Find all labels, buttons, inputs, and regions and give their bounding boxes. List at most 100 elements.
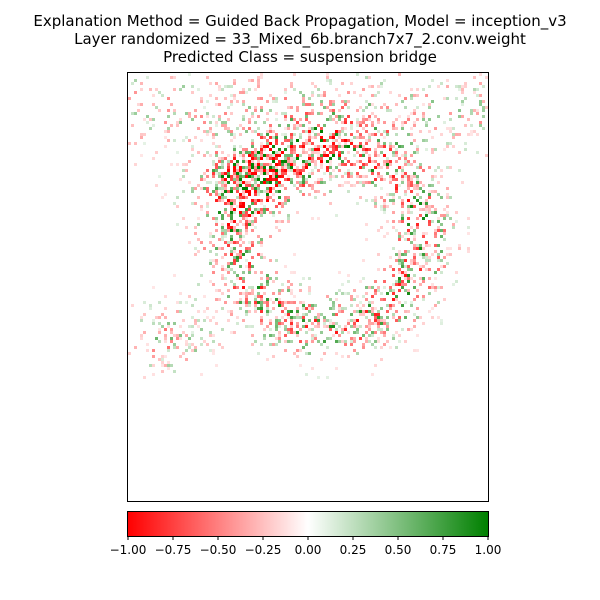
heatmap-cell [419, 187, 422, 190]
heatmap-cell [224, 184, 227, 187]
heatmap-cell [209, 94, 212, 97]
heatmap-cell [449, 253, 452, 256]
heatmap-cell [446, 247, 449, 250]
heatmap-cell [155, 337, 158, 340]
heatmap-cell [221, 214, 224, 217]
heatmap-cell [371, 295, 374, 298]
heatmap-cell [221, 184, 224, 187]
heatmap-cell [407, 250, 410, 253]
heatmap-cell [401, 202, 404, 205]
heatmap-cell [416, 94, 419, 97]
heatmap-cell [413, 247, 416, 250]
heatmap-cell [374, 178, 377, 181]
heatmap-cell [218, 193, 221, 196]
heatmap-cell [419, 277, 422, 280]
heatmap-cell [344, 172, 347, 175]
heatmap-cell [308, 286, 311, 289]
heatmap-cell [458, 151, 461, 154]
heatmap-cell [152, 322, 155, 325]
heatmap-cell [248, 172, 251, 175]
heatmap-cell [239, 307, 242, 310]
heatmap-cell [197, 250, 200, 253]
heatmap-cell [251, 130, 254, 133]
heatmap-cell [233, 220, 236, 223]
heatmap-cell [425, 139, 428, 142]
heatmap-cell [428, 208, 431, 211]
heatmap-cell [434, 175, 437, 178]
heatmap-cell [152, 355, 155, 358]
heatmap-cell [407, 115, 410, 118]
heatmap-cell [209, 280, 212, 283]
heatmap-cell [227, 154, 230, 157]
heatmap-cell [209, 250, 212, 253]
heatmap-cell [407, 175, 410, 178]
heatmap-cell [347, 319, 350, 322]
heatmap-cell [173, 112, 176, 115]
heatmap-cell [419, 202, 422, 205]
heatmap-cell [260, 319, 263, 322]
heatmap-cell [353, 325, 356, 328]
heatmap-cell [290, 133, 293, 136]
heatmap-cell [425, 205, 428, 208]
heatmap-cell [176, 346, 179, 349]
heatmap-cell [161, 94, 164, 97]
heatmap-cell [479, 73, 482, 76]
heatmap-cell [350, 172, 353, 175]
heatmap-cell [326, 325, 329, 328]
heatmap-cell [269, 94, 272, 97]
heatmap-cell [284, 118, 287, 121]
heatmap-cell [215, 289, 218, 292]
heatmap-cell [257, 286, 260, 289]
heatmap-cell [302, 346, 305, 349]
heatmap-cell [389, 289, 392, 292]
heatmap-cell [386, 340, 389, 343]
heatmap-cell [218, 175, 221, 178]
heatmap-cell [158, 109, 161, 112]
heatmap-cell [359, 307, 362, 310]
heatmap-cell [377, 172, 380, 175]
heatmap-cell [215, 166, 218, 169]
heatmap-cell [242, 151, 245, 154]
heatmap-cell [296, 127, 299, 130]
heatmap-cell [290, 106, 293, 109]
heatmap-cell [353, 136, 356, 139]
heatmap-cell [308, 130, 311, 133]
heatmap-cell [302, 178, 305, 181]
heatmap-cell [251, 289, 254, 292]
heatmap-cell [287, 199, 290, 202]
heatmap-cell [410, 133, 413, 136]
heatmap-cell [407, 274, 410, 277]
heatmap-cell [290, 145, 293, 148]
heatmap-cell [239, 178, 242, 181]
heatmap-cell [302, 148, 305, 151]
heatmap-cell [281, 304, 284, 307]
heatmap-cell [338, 145, 341, 148]
heatmap-cell [284, 340, 287, 343]
heatmap-cell [311, 142, 314, 145]
heatmap-cell [260, 286, 263, 289]
heatmap-cell [248, 193, 251, 196]
heatmap-cell [404, 154, 407, 157]
heatmap-cell [365, 118, 368, 121]
heatmap-cell [278, 202, 281, 205]
heatmap-cell [302, 175, 305, 178]
heatmap-cell [371, 172, 374, 175]
heatmap-cell [260, 253, 263, 256]
heatmap-cell [176, 163, 179, 166]
heatmap-cell [269, 178, 272, 181]
heatmap-cell [245, 190, 248, 193]
heatmap-cell [218, 196, 221, 199]
heatmap-cell [338, 169, 341, 172]
heatmap-cell [353, 322, 356, 325]
heatmap-cell [329, 133, 332, 136]
heatmap-cell [221, 229, 224, 232]
heatmap-cell [365, 238, 368, 241]
heatmap-cell [446, 253, 449, 256]
heatmap-cell [227, 271, 230, 274]
heatmap-cell [209, 82, 212, 85]
heatmap-cell [191, 118, 194, 121]
heatmap-cell [365, 223, 368, 226]
heatmap-cell [266, 280, 269, 283]
heatmap-cell [230, 220, 233, 223]
heatmap-cell [332, 169, 335, 172]
